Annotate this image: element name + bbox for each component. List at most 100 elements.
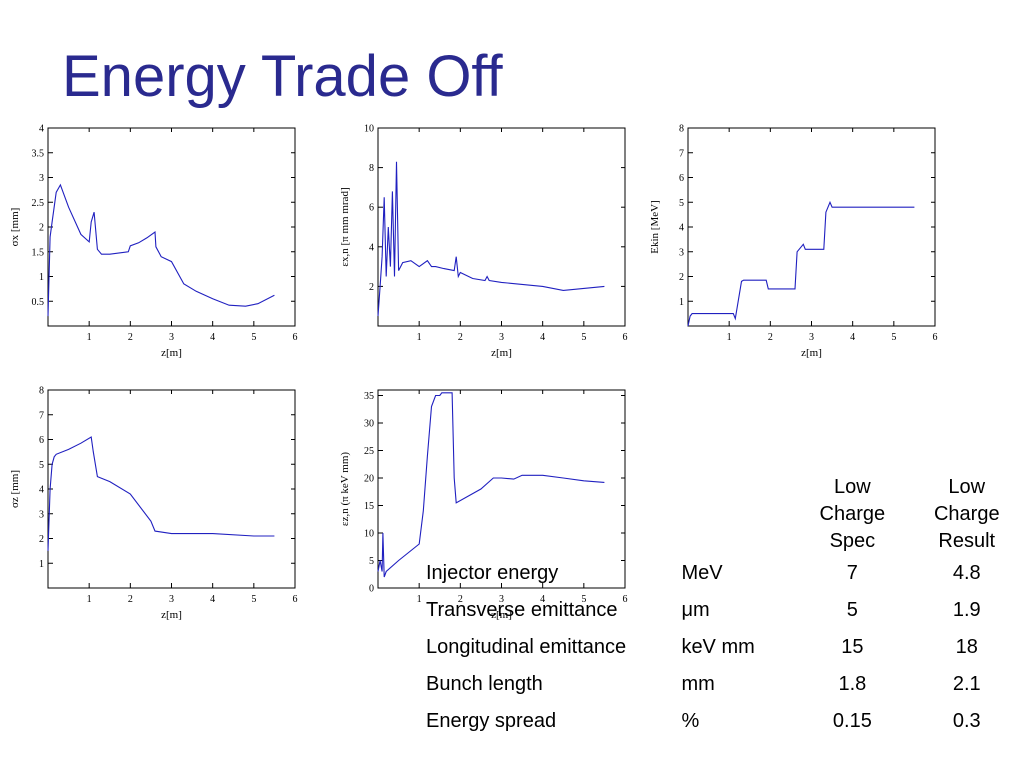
y-tick-label: 20: [364, 474, 374, 485]
x-axis-label: z[m]: [801, 347, 822, 359]
comparison-table: Low Charge Spec Low Charge Result Inject…: [420, 474, 1024, 740]
row-unit: %: [681, 710, 700, 732]
x-tick-label: 5: [581, 332, 586, 343]
y-tick-label: 35: [364, 391, 374, 402]
row-label: Injector energy: [426, 562, 559, 584]
x-tick-label: 5: [891, 332, 896, 343]
y-tick-label: 1: [39, 559, 44, 570]
x-tick-label: 6: [933, 332, 938, 343]
x-axis-label: z[m]: [491, 347, 512, 359]
y-tick-label: 15: [364, 501, 374, 512]
series-line: [687, 200, 915, 327]
y-tick-label: 2: [679, 272, 684, 283]
x-tick-label: 5: [251, 594, 256, 605]
x-tick-label: 2: [458, 332, 463, 343]
row-label: Energy spread: [426, 710, 557, 732]
x-tick-label: 1: [727, 332, 732, 343]
series-line: [377, 161, 605, 317]
row-spec: 5: [846, 599, 858, 621]
y-tick-label: 7: [39, 410, 44, 421]
x-tick-label: 1: [87, 594, 92, 605]
x-tick-label: 4: [540, 332, 545, 343]
plot-sigma-z: 1 2 3 4 5 6 1 2 3 4 5 6 7 8 z[m] σz [mm]: [9, 386, 298, 622]
row-unit: keV mm: [681, 636, 755, 658]
y-tick-label: 2: [369, 282, 374, 293]
plot-frame: [377, 127, 626, 327]
x-tick-label: 4: [210, 594, 215, 605]
y-tick-label: 1: [39, 272, 44, 283]
row-unit: mm: [681, 673, 715, 695]
row-result: 4.8: [952, 562, 981, 584]
y-axis-label: εx,n [π mm mrad]: [339, 187, 351, 266]
y-tick-label: 8: [679, 124, 684, 135]
page-title: Energy Trade Off: [62, 44, 503, 109]
y-tick-label: 3: [39, 173, 44, 184]
table-row: Bunch length mm 1.8 2.1: [420, 666, 1024, 703]
row-result: 1.9: [952, 599, 981, 621]
row-spec: 0.15: [832, 710, 872, 732]
y-tick-label: 5: [39, 460, 44, 471]
y-tick-label: 25: [364, 446, 374, 457]
header-spec: Low Charge Spec: [795, 474, 909, 555]
y-tick-label: 3: [39, 509, 44, 520]
y-tick-label: 2: [39, 223, 44, 234]
x-tick-label: 1: [417, 594, 422, 605]
table-row: Transverse emittance μm 5 1.9: [420, 592, 1024, 629]
y-tick-label: 8: [39, 386, 44, 397]
y-tick-label: 4: [679, 223, 684, 234]
y-tick-label: 6: [369, 203, 374, 214]
x-axis-label: z[m]: [161, 609, 182, 621]
x-axis-label: z[m]: [491, 609, 512, 621]
x-tick-label: 4: [210, 332, 215, 343]
x-axis-label: z[m]: [161, 347, 182, 359]
x-tick-label: 2: [128, 594, 133, 605]
row-unit: μm: [681, 599, 710, 621]
y-axis-label: σz [mm]: [9, 470, 21, 508]
y-tick-label: 3.5: [32, 148, 45, 159]
x-tick-label: 2: [128, 332, 133, 343]
y-axis-label: εz,n (π keV mm): [339, 452, 351, 526]
table-row: Longitudinal emittance keV mm 15 18: [420, 629, 1024, 666]
y-tick-label: 2: [39, 534, 44, 545]
x-tick-label: 6: [293, 332, 298, 343]
y-tick-label: 0.5: [32, 297, 45, 308]
header-result-text: Low Charge Result: [933, 476, 1000, 552]
table-header-row: Low Charge Spec Low Charge Result: [420, 474, 1024, 555]
y-tick-label: 4: [39, 124, 44, 135]
x-tick-label: 2: [458, 594, 463, 605]
y-tick-label: 4: [39, 485, 44, 496]
y-tick-label: 7: [679, 148, 684, 159]
y-tick-label: 5: [679, 198, 684, 209]
plot-kinetic-energy: 1 2 3 4 5 6 1 2 3 4 5 6 7 8 z[m] Ekin [MeV]: [649, 124, 938, 360]
x-tick-label: 2: [768, 332, 773, 343]
y-tick-label: 8: [369, 163, 374, 174]
plot-sigma-x: 1 2 3 4 5 6 0.5 1 1.5 2 2.5 3 3.5 4 z[m] σx [mm]: [9, 124, 298, 360]
header-spec-text: Low Charge Spec: [819, 476, 886, 552]
y-tick-label: 6: [39, 435, 44, 446]
series-line: [47, 436, 275, 551]
plot-transverse-emittance: 1 2 3 4 5 6 2 4 6 8 10 z[m] εx,n [π mm mrad]: [339, 124, 628, 360]
y-tick-label: 0: [369, 584, 374, 595]
row-label: Longitudinal emittance: [426, 636, 627, 658]
y-tick-label: 4: [369, 242, 374, 253]
x-tick-label: 6: [293, 594, 298, 605]
x-tick-label: 3: [169, 332, 174, 343]
row-spec: 7: [846, 562, 858, 584]
y-tick-label: 2.5: [32, 198, 45, 209]
y-tick-label: 1: [679, 297, 684, 308]
y-tick-label: 10: [364, 529, 374, 540]
plot-frame: [687, 127, 936, 327]
x-tick-label: 5: [251, 332, 256, 343]
y-axis-label: σx [mm]: [9, 208, 21, 247]
x-tick-label: 4: [850, 332, 855, 343]
row-spec: 1.8: [838, 673, 867, 695]
row-result: 18: [955, 636, 978, 658]
x-tick-label: 4: [540, 594, 545, 605]
plot-longitudinal-emittance: 1 2 3 4 5 6 0 5 10 15 20 25 30 35 z[m] εz,n (π keV mm): [339, 389, 628, 621]
y-tick-label: 30: [364, 419, 374, 430]
row-result: 2.1: [952, 673, 981, 695]
plot-frame: [47, 389, 296, 589]
header-result: Low Charge Result: [910, 474, 1024, 555]
y-tick-label: 1.5: [32, 247, 45, 258]
header-label: [420, 474, 681, 555]
